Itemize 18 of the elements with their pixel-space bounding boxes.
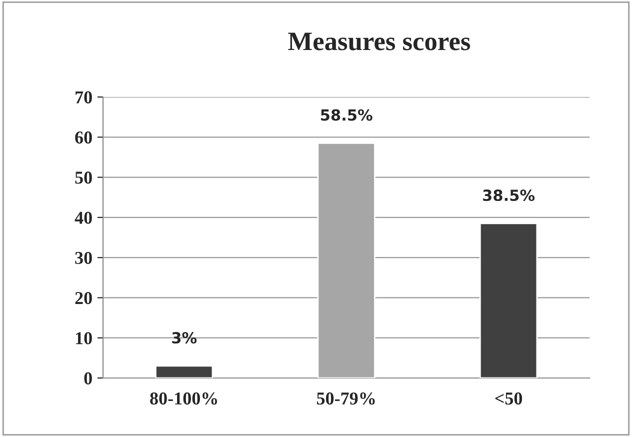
x-tick-label: 80-100% <box>150 392 218 405</box>
y-tick-label: 20 <box>75 292 92 304</box>
chart-title: Measures scores <box>288 32 470 50</box>
data-label: 58.5% <box>321 109 372 121</box>
bar <box>317 142 376 378</box>
bar <box>155 365 214 378</box>
y-tick-label: 50 <box>75 172 92 184</box>
y-tick-label: 0 <box>84 372 92 384</box>
data-label: 3% <box>172 332 197 344</box>
x-tick-label: <50 <box>495 392 522 405</box>
data-label: 38.5% <box>483 190 535 202</box>
x-tick-label: 50-79% <box>316 392 375 405</box>
y-tick-label: 40 <box>74 212 92 224</box>
y-tick-label: 70 <box>76 91 92 104</box>
y-tick-label: 30 <box>75 252 92 264</box>
y-tick-label: 60 <box>75 131 92 144</box>
bar <box>479 222 538 378</box>
y-tick-label: 10 <box>76 332 92 344</box>
